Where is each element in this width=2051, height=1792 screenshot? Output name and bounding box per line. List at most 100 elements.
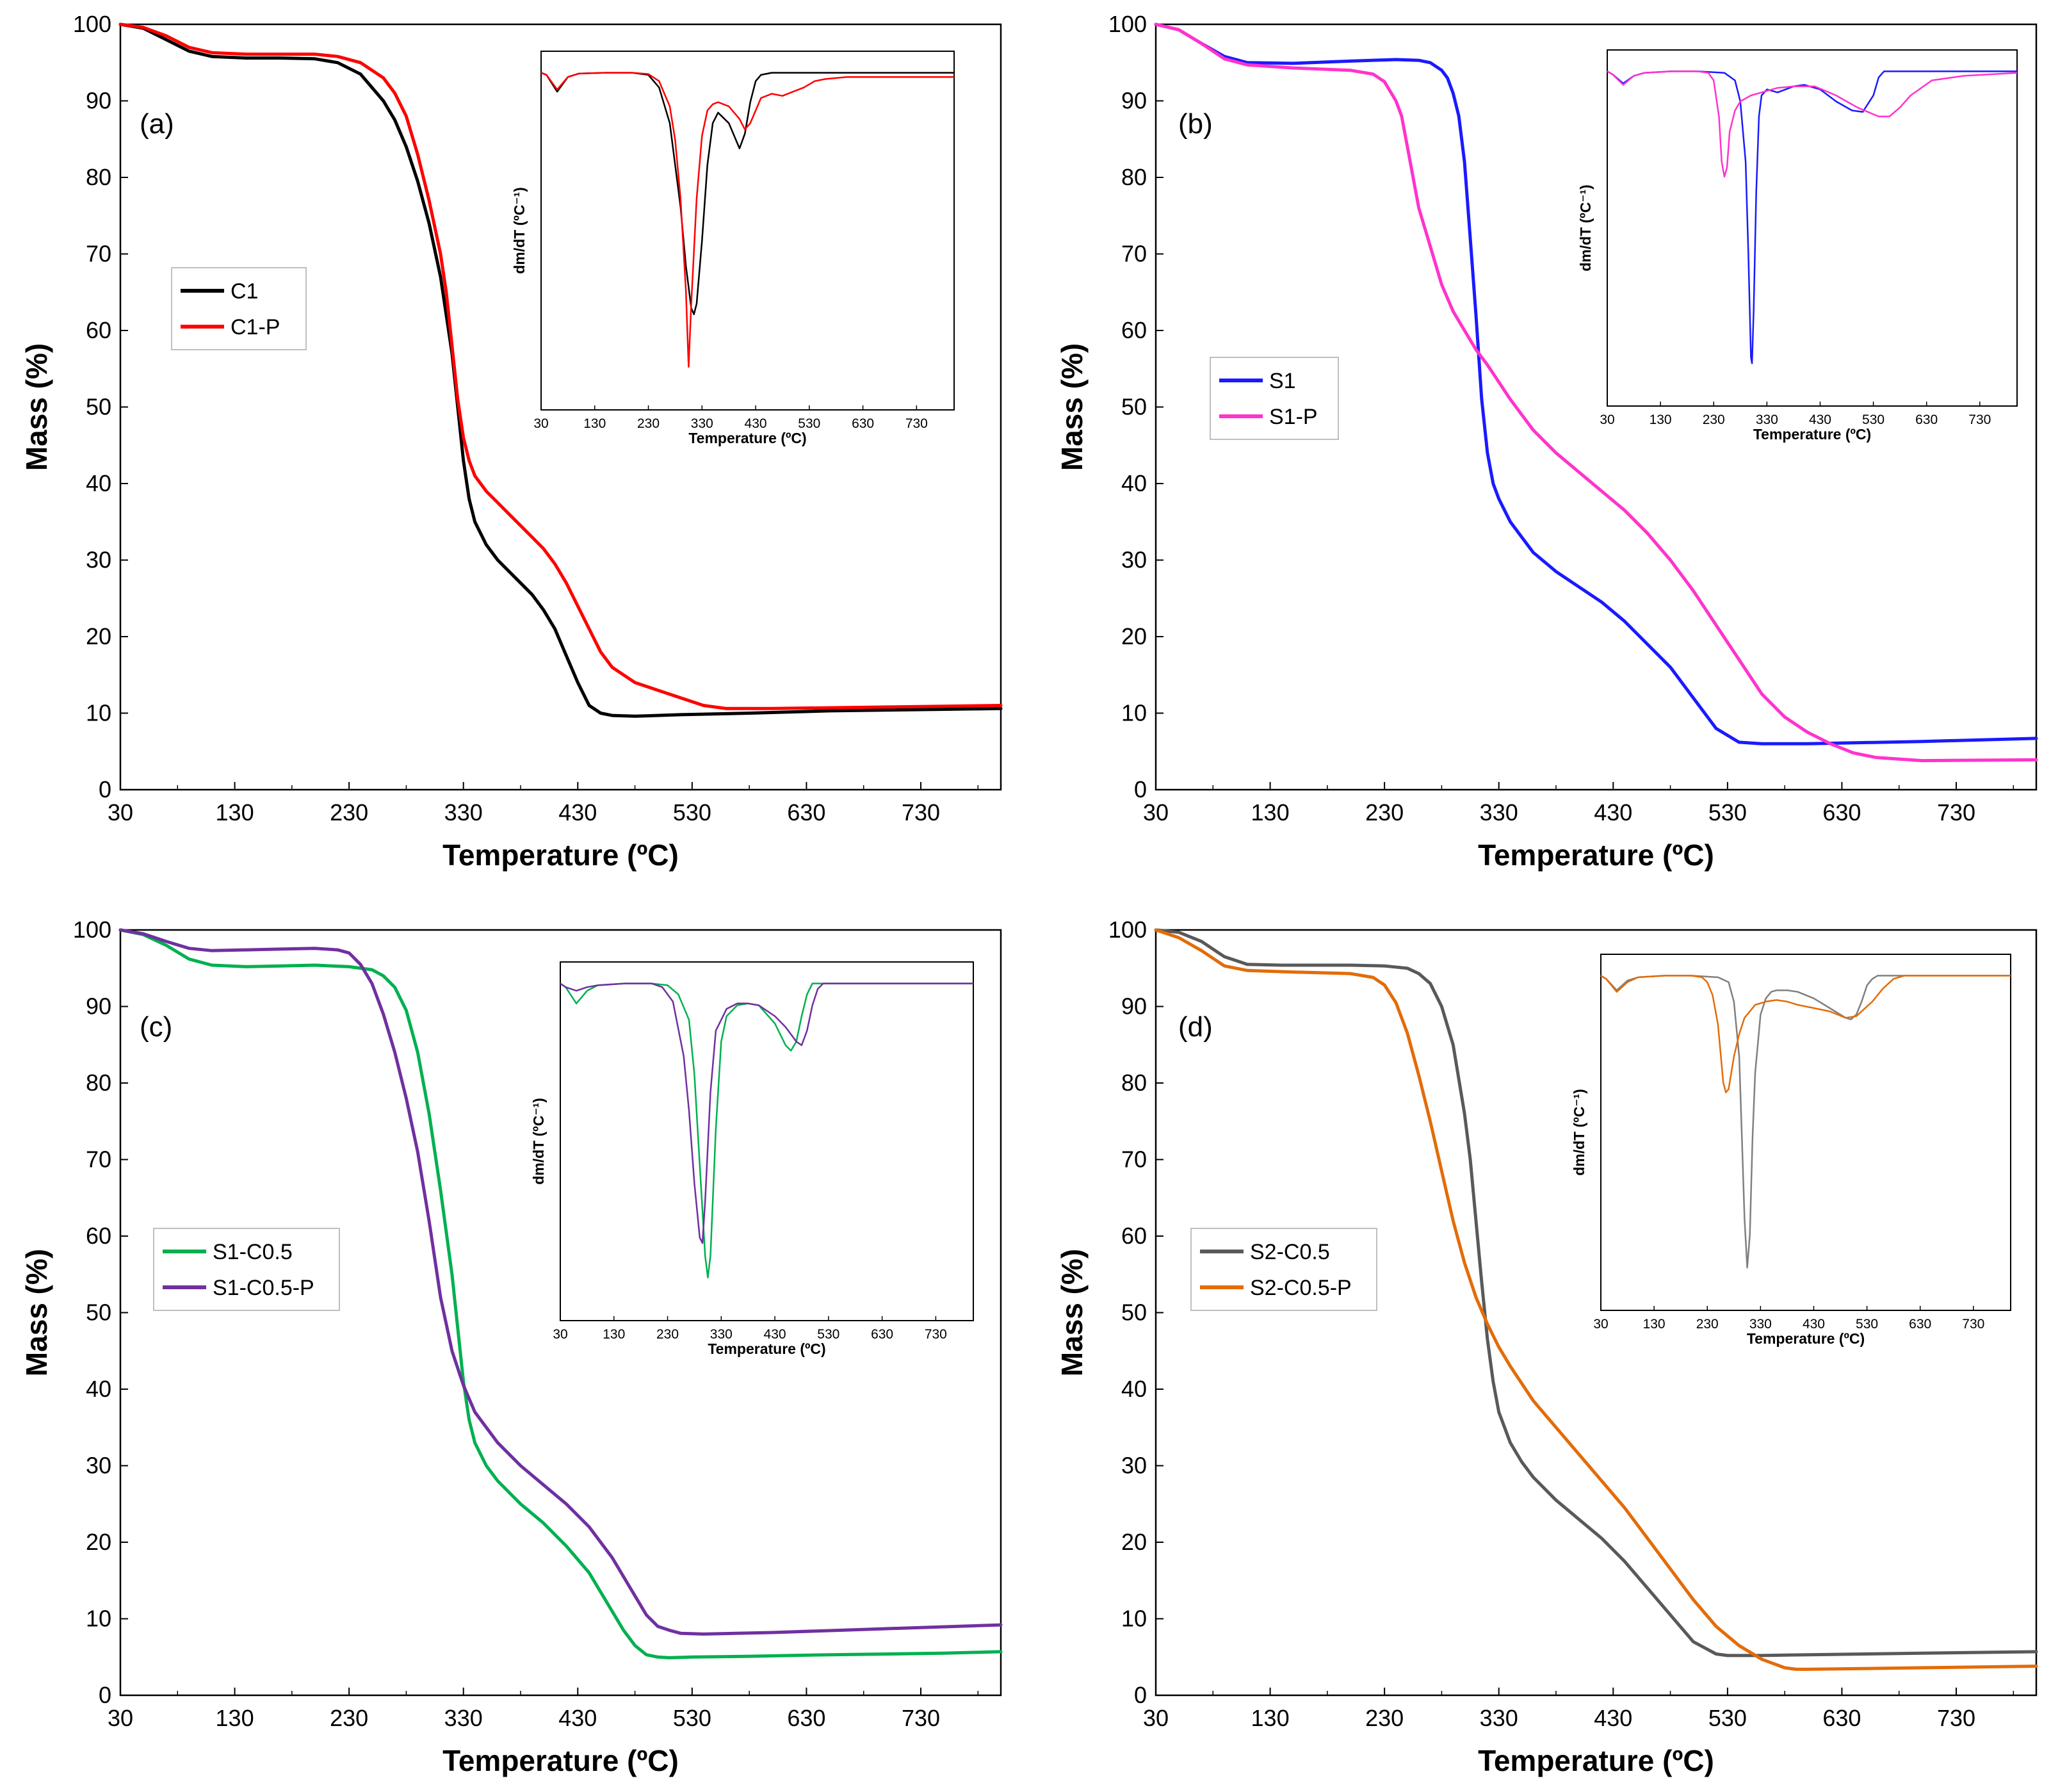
y-tick-label: 100 <box>73 11 111 37</box>
panel-a: 0 10 20 30 40 50 60 70 80 90 100 30 130 230 330 430 530 6… <box>20 11 1003 872</box>
legend-entry: C1-P <box>231 315 280 339</box>
inset-chart: 30 130 230 330 430 530 630 730 Temperature (ºC) d… <box>511 51 955 446</box>
x-tick-label: 130 <box>216 799 254 826</box>
inset-y-axis-title: dm/dT (ºC⁻¹) <box>511 187 528 274</box>
x-tick-label: 730 <box>1937 1705 1975 1731</box>
inset-x-tick-label: 330 <box>1749 1317 1772 1332</box>
inset-chart: 30 130 230 330 430 530 630 730 Temperature (ºC) d… <box>1577 49 2018 443</box>
x-axis-title: Temperature (ºC) <box>1478 838 1714 872</box>
x-tick-label: 530 <box>673 799 711 826</box>
inset-x-tick-label: 430 <box>1803 1317 1825 1332</box>
legend-entry: S2-C0.5 <box>1250 1240 1330 1264</box>
y-tick-label: 100 <box>1108 11 1147 37</box>
inset-x-tick-label: 730 <box>905 416 928 431</box>
y-tick-label: 20 <box>86 623 111 649</box>
y-tick-label: 30 <box>86 1453 111 1479</box>
inset-x-tick-label: 430 <box>745 416 767 431</box>
inset-x-tick-label: 530 <box>1856 1317 1878 1332</box>
x-tick-label: 130 <box>1251 799 1290 826</box>
x-tick-label: 730 <box>902 1705 940 1731</box>
inset-x-tick-label: 630 <box>1909 1317 1931 1332</box>
inset-series-line-c1-p <box>540 72 954 368</box>
y-tick-label: 10 <box>86 1606 111 1632</box>
legend-entry: S1-C0.5-P <box>213 1276 314 1300</box>
x-tick-label: 630 <box>787 1705 825 1731</box>
panel-b: 0 10 20 30 40 50 60 70 80 90 100 30 130 230 330 430 530 6… <box>1055 11 2038 872</box>
y-tick-label: 60 <box>1121 1223 1147 1249</box>
y-tick-label: 50 <box>86 1299 111 1326</box>
inset-series-line-s1-c0-5-p <box>560 982 973 1244</box>
x-axis-title: Temperature (ºC) <box>442 838 679 872</box>
y-axis-title: Mass (%) <box>20 343 53 471</box>
y-tick-label: 100 <box>73 916 111 943</box>
inset-x-tick-label: 30 <box>533 416 548 431</box>
inset-x-tick-label: 730 <box>1968 412 1991 427</box>
y-tick-label: 20 <box>1121 1529 1147 1555</box>
panel-label: (b) <box>1178 108 1213 140</box>
inset-x-tick-label: 130 <box>603 1327 625 1342</box>
x-tick-label: 630 <box>787 799 825 826</box>
inset-x-axis-title: Temperature (ºC) <box>1753 426 1871 443</box>
y-tick-label: 20 <box>1121 623 1147 649</box>
inset-series-line-s2-c0-5-p <box>1600 975 2011 1093</box>
y-axis-title: Mass (%) <box>1055 1249 1089 1376</box>
panel-label: (d) <box>1178 1011 1213 1043</box>
inset-x-tick-label: 230 <box>1696 1317 1719 1332</box>
inset-y-axis-title: dm/dT (ºC⁻¹) <box>1577 184 1594 272</box>
y-tick-label: 30 <box>1121 547 1147 573</box>
y-tick-label: 70 <box>1121 1146 1147 1173</box>
y-tick-label: 90 <box>86 993 111 1020</box>
panel-d: 0 10 20 30 40 50 60 70 80 90 100 30 130 230 330 430 530 6… <box>1055 916 2038 1777</box>
inset-x-axis-title: Temperature (ºC) <box>688 430 806 446</box>
x-tick-label: 230 <box>330 799 368 826</box>
inset-x-tick-label: 430 <box>1809 412 1831 427</box>
inset-frame <box>1607 49 2018 407</box>
y-tick-label: 80 <box>86 164 111 190</box>
inset-x-tick-label: 30 <box>553 1327 567 1342</box>
y-tick-label: 60 <box>86 1223 111 1249</box>
x-tick-label: 330 <box>444 799 483 826</box>
y-tick-label: 90 <box>1121 993 1147 1020</box>
inset-x-tick-label: 730 <box>925 1327 947 1342</box>
panel-label: (c) <box>140 1011 172 1043</box>
legend-box <box>1210 357 1339 440</box>
inset-x-tick-label: 530 <box>817 1327 839 1342</box>
y-tick-label: 80 <box>1121 1070 1147 1096</box>
x-tick-label: 730 <box>1937 799 1975 826</box>
inset-x-tick-label: 30 <box>1593 1317 1608 1332</box>
y-tick-label: 100 <box>1108 916 1147 943</box>
x-tick-label: 30 <box>108 1705 133 1731</box>
inset-chart: 30 130 230 330 430 530 630 730 Temperature (ºC) d… <box>1571 954 2011 1347</box>
legend: S1 S1-P <box>1210 357 1339 440</box>
panel-c: 0 10 20 30 40 50 60 70 80 90 100 30 130 230 330 430 530 6… <box>20 916 1003 1777</box>
x-tick-label: 230 <box>1365 1705 1404 1731</box>
y-tick-label: 80 <box>86 1070 111 1096</box>
legend: S2-C0.5 S2-C0.5-P <box>1190 1228 1377 1311</box>
x-tick-label: 430 <box>558 799 597 826</box>
y-tick-label: 20 <box>86 1529 111 1555</box>
inset-frame <box>560 961 974 1321</box>
y-tick-label: 10 <box>1121 1606 1147 1632</box>
inset-x-tick-label: 330 <box>1756 412 1778 427</box>
x-tick-label: 130 <box>216 1705 254 1731</box>
inset-x-axis-title: Temperature (ºC) <box>1747 1330 1865 1347</box>
legend-box <box>153 1228 340 1311</box>
x-tick-label: 530 <box>1708 1705 1747 1731</box>
y-tick-label: 10 <box>1121 700 1147 726</box>
legend: C1 C1-P <box>171 267 307 350</box>
y-tick-label: 0 <box>1134 1682 1147 1708</box>
series-line-s2-c0-5-p <box>1154 928 2038 1671</box>
y-tick-label: 90 <box>1121 88 1147 114</box>
inset-x-tick-label: 30 <box>1600 412 1614 427</box>
legend-box <box>1190 1228 1377 1311</box>
y-tick-label: 30 <box>1121 1453 1147 1479</box>
inset-x-tick-label: 330 <box>710 1327 733 1342</box>
series-line-c1-p <box>118 22 1003 710</box>
inset-x-tick-label: 730 <box>1962 1317 1984 1332</box>
y-tick-label: 80 <box>1121 164 1147 190</box>
y-tick-label: 0 <box>99 1682 111 1708</box>
y-tick-label: 90 <box>86 88 111 114</box>
inset-series-line-s1-p <box>1607 70 2018 178</box>
x-tick-label: 230 <box>330 1705 368 1731</box>
series-line-s1 <box>1154 22 2038 745</box>
